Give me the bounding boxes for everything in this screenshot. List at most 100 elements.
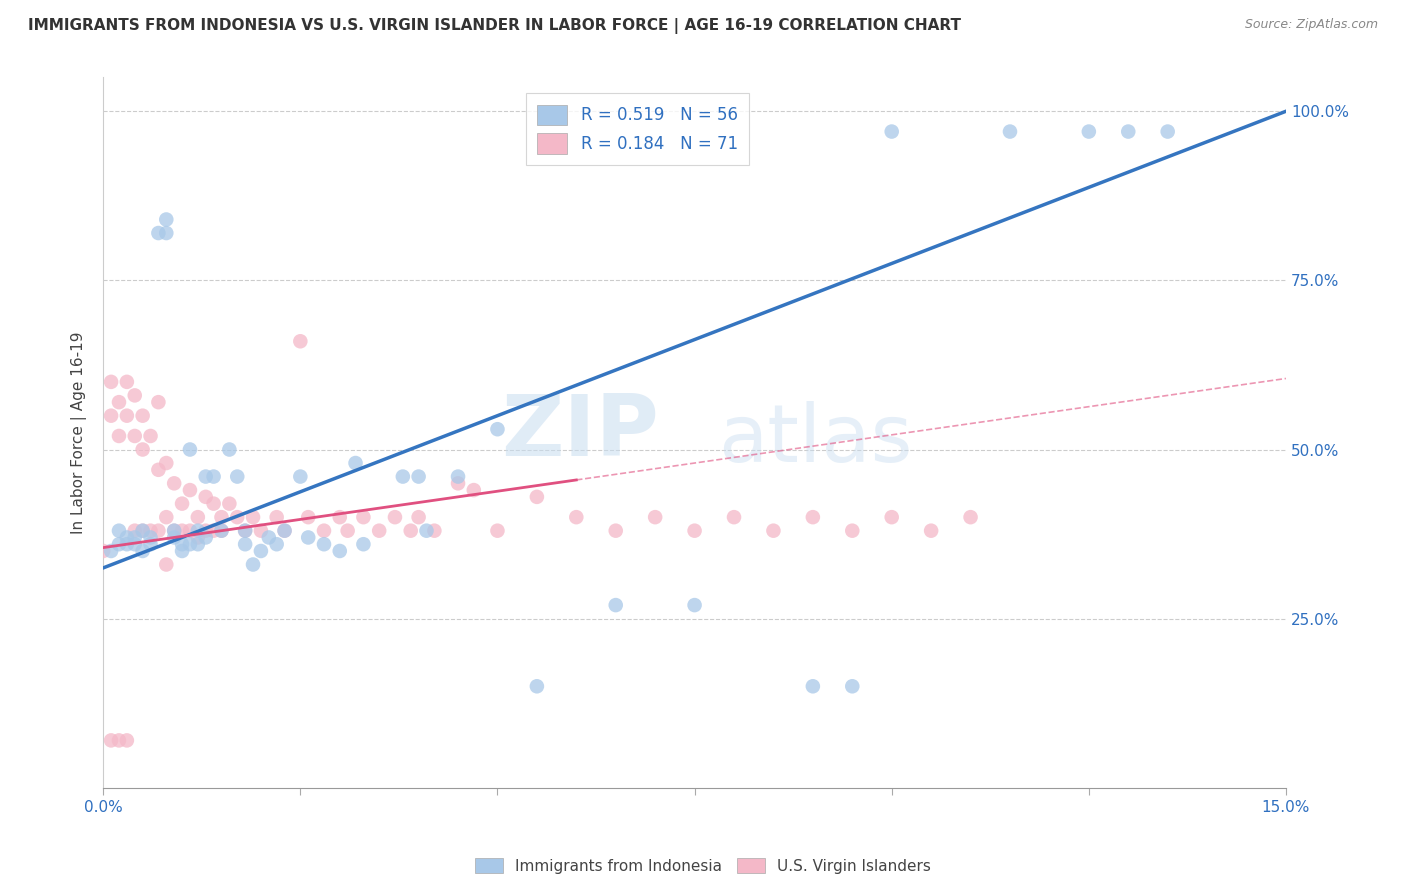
Point <box>100 375 122 389</box>
Point <box>880 124 903 138</box>
Point <box>115 537 138 551</box>
Text: atlas: atlas <box>718 401 912 479</box>
Point <box>463 483 485 497</box>
Point <box>100 544 122 558</box>
Point <box>447 469 470 483</box>
Point <box>998 124 1021 138</box>
Point <box>329 544 352 558</box>
Point <box>124 531 146 545</box>
Point <box>187 524 209 538</box>
Point <box>179 483 201 497</box>
Point <box>115 733 138 747</box>
Point <box>124 388 146 402</box>
Point <box>273 524 295 538</box>
Point <box>392 469 415 483</box>
Point <box>486 524 509 538</box>
Point <box>959 510 981 524</box>
Point <box>226 469 249 483</box>
Point <box>148 226 170 240</box>
Point <box>415 524 437 538</box>
Point <box>1116 124 1139 138</box>
Point <box>194 531 217 545</box>
Point <box>211 524 233 538</box>
Point <box>108 537 131 551</box>
Point <box>131 442 153 457</box>
Point <box>91 544 114 558</box>
Point <box>312 524 335 538</box>
Point <box>329 510 352 524</box>
Point <box>100 409 122 423</box>
Point <box>179 524 201 538</box>
Point <box>163 524 186 538</box>
Point <box>179 442 201 457</box>
Text: IMMIGRANTS FROM INDONESIA VS U.S. VIRGIN ISLANDER IN LABOR FORCE | AGE 16-19 COR: IMMIGRANTS FROM INDONESIA VS U.S. VIRGIN… <box>28 18 962 34</box>
Point <box>170 537 193 551</box>
Point <box>290 469 312 483</box>
Point <box>841 524 863 538</box>
Point <box>250 524 273 538</box>
Point <box>233 524 256 538</box>
Point <box>368 524 391 538</box>
Point <box>108 733 131 747</box>
Point <box>233 537 256 551</box>
Point <box>139 531 162 545</box>
Point <box>139 429 162 443</box>
Point <box>266 510 288 524</box>
Point <box>148 463 170 477</box>
Point <box>124 429 146 443</box>
Text: ZIP: ZIP <box>502 391 659 474</box>
Point <box>290 334 312 349</box>
Point <box>242 510 264 524</box>
Point <box>423 524 446 538</box>
Point <box>148 524 170 538</box>
Point <box>115 375 138 389</box>
Point <box>194 490 217 504</box>
Point <box>155 226 177 240</box>
Point <box>399 524 422 538</box>
Point <box>336 524 359 538</box>
Point <box>257 531 280 545</box>
Point <box>139 524 162 538</box>
Point <box>194 469 217 483</box>
Point <box>124 537 146 551</box>
Point <box>526 490 548 504</box>
Point <box>163 531 186 545</box>
Point <box>163 476 186 491</box>
Point <box>683 598 706 612</box>
Point <box>115 531 138 545</box>
Point <box>408 510 430 524</box>
Point <box>526 679 548 693</box>
Point <box>312 537 335 551</box>
Point <box>155 558 177 572</box>
Point <box>297 510 319 524</box>
Legend: Immigrants from Indonesia, U.S. Virgin Islanders: Immigrants from Indonesia, U.S. Virgin I… <box>470 852 936 880</box>
Point <box>131 524 153 538</box>
Point <box>202 469 225 483</box>
Point <box>218 442 240 457</box>
Point <box>108 524 131 538</box>
Point <box>683 524 706 538</box>
Point <box>139 537 162 551</box>
Point <box>211 510 233 524</box>
Point <box>187 510 209 524</box>
Point <box>155 212 177 227</box>
Point <box>565 510 588 524</box>
Point <box>344 456 367 470</box>
Point <box>841 679 863 693</box>
Point <box>187 537 209 551</box>
Point <box>170 544 193 558</box>
Legend: R = 0.519   N = 56, R = 0.184   N = 71: R = 0.519 N = 56, R = 0.184 N = 71 <box>526 93 749 165</box>
Point <box>801 510 824 524</box>
Point <box>218 497 240 511</box>
Point <box>170 497 193 511</box>
Point <box>447 476 470 491</box>
Point <box>384 510 406 524</box>
Point <box>179 537 201 551</box>
Point <box>605 524 627 538</box>
Point <box>131 409 153 423</box>
Point <box>187 531 209 545</box>
Point <box>762 524 785 538</box>
Point <box>155 456 177 470</box>
Point <box>131 524 153 538</box>
Point <box>202 497 225 511</box>
